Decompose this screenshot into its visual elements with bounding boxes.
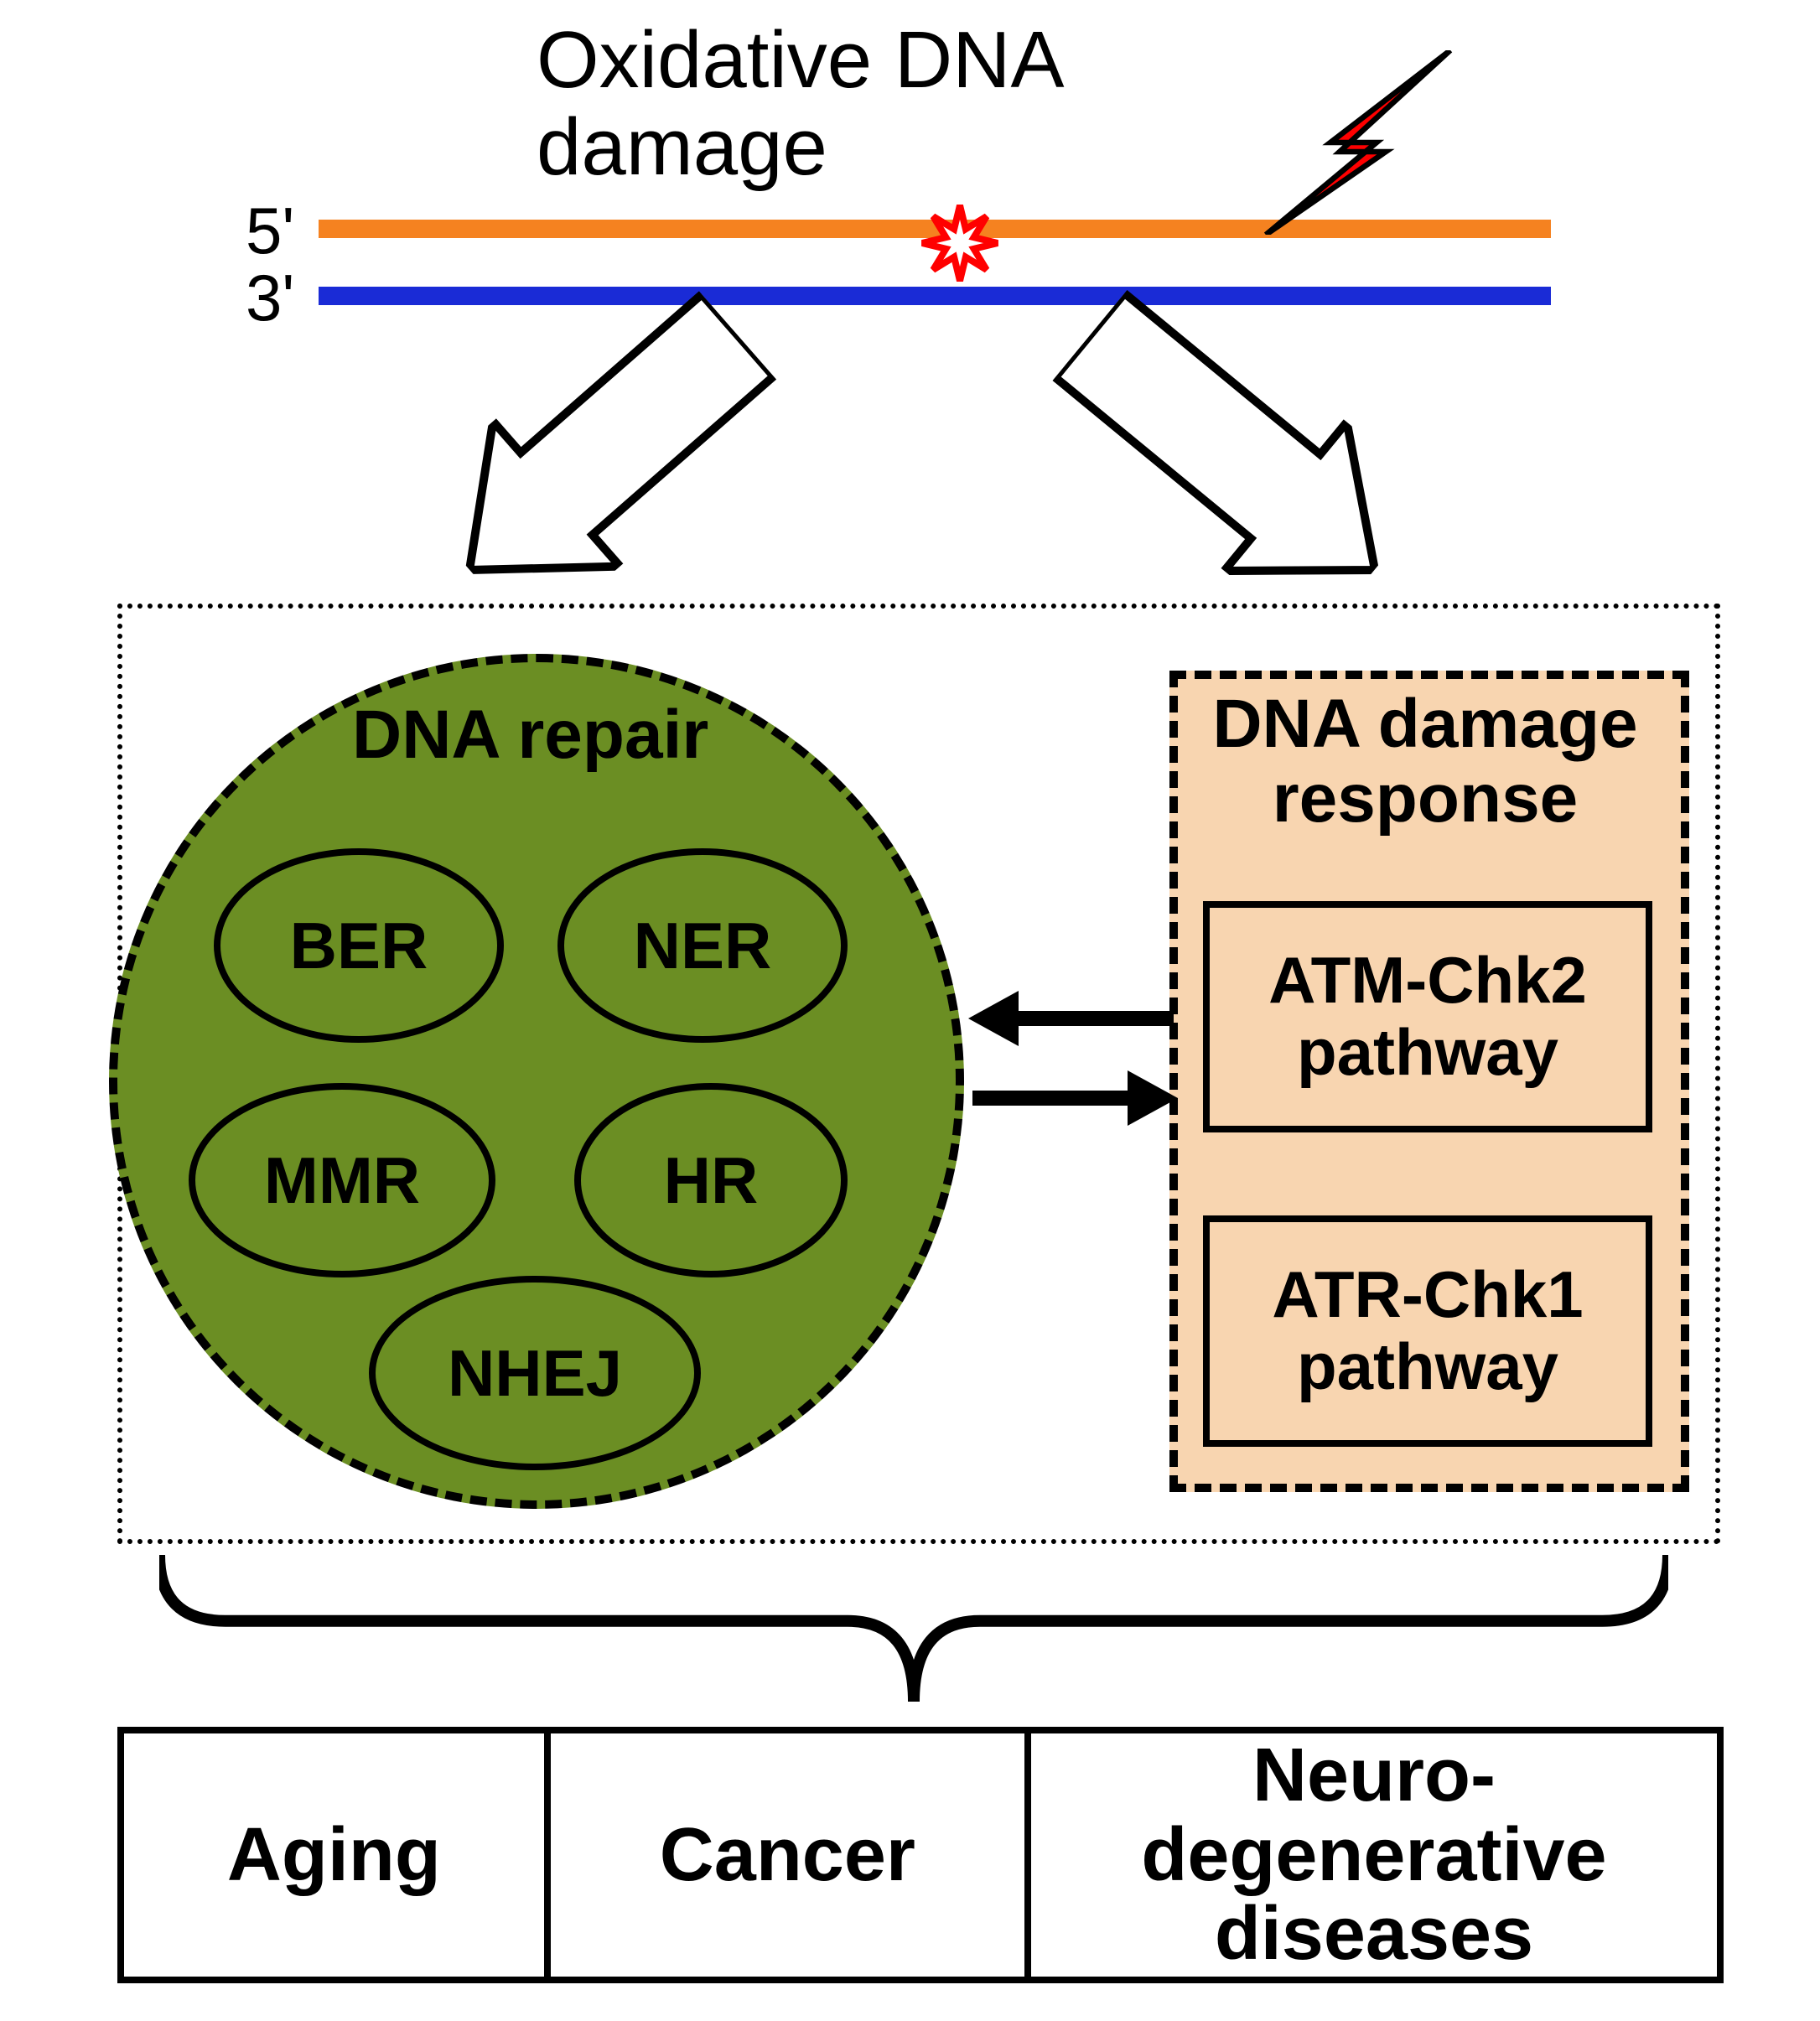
ddr-item-1: ATR-Chk1 pathway [1203,1215,1652,1447]
ddr-item-0: ATM-Chk2 pathway [1203,901,1652,1132]
arrow-repair-to-ddr [972,1048,1178,1148]
dna-repair-title: DNA repair [352,696,708,775]
diagram-stage: Oxidative DNA damage 5' 3' DNA repair BE… [0,0,1820,2021]
hollow-arrow-right [1029,261,1436,645]
three-prime-label: 3' [246,260,294,336]
repair-item-hr: HR [574,1083,848,1277]
outcome-0: Aging [124,1733,551,1977]
diagram-title: Oxidative DNA damage [537,17,1065,190]
outcome-1: Cancer [551,1733,1031,1977]
dna-bottom-strand [319,287,1551,305]
outcomes-table: AgingCancerNeuro- degenerative diseases [117,1727,1724,1983]
five-prime-label: 5' [246,193,294,269]
repair-item-mmr: MMR [189,1083,495,1277]
hollow-arrow-left [406,262,801,642]
lightning-bolt-icon [1241,50,1475,235]
curly-brace-icon [159,1555,1668,1702]
repair-item-ber: BER [214,848,504,1043]
ddr-title: DNA damage response [1207,687,1643,836]
dna-damage-star-icon [915,199,1004,288]
repair-item-ner: NER [557,848,848,1043]
outcome-2: Neuro- degenerative diseases [1031,1733,1717,1977]
repair-item-nhej: NHEJ [369,1276,701,1470]
